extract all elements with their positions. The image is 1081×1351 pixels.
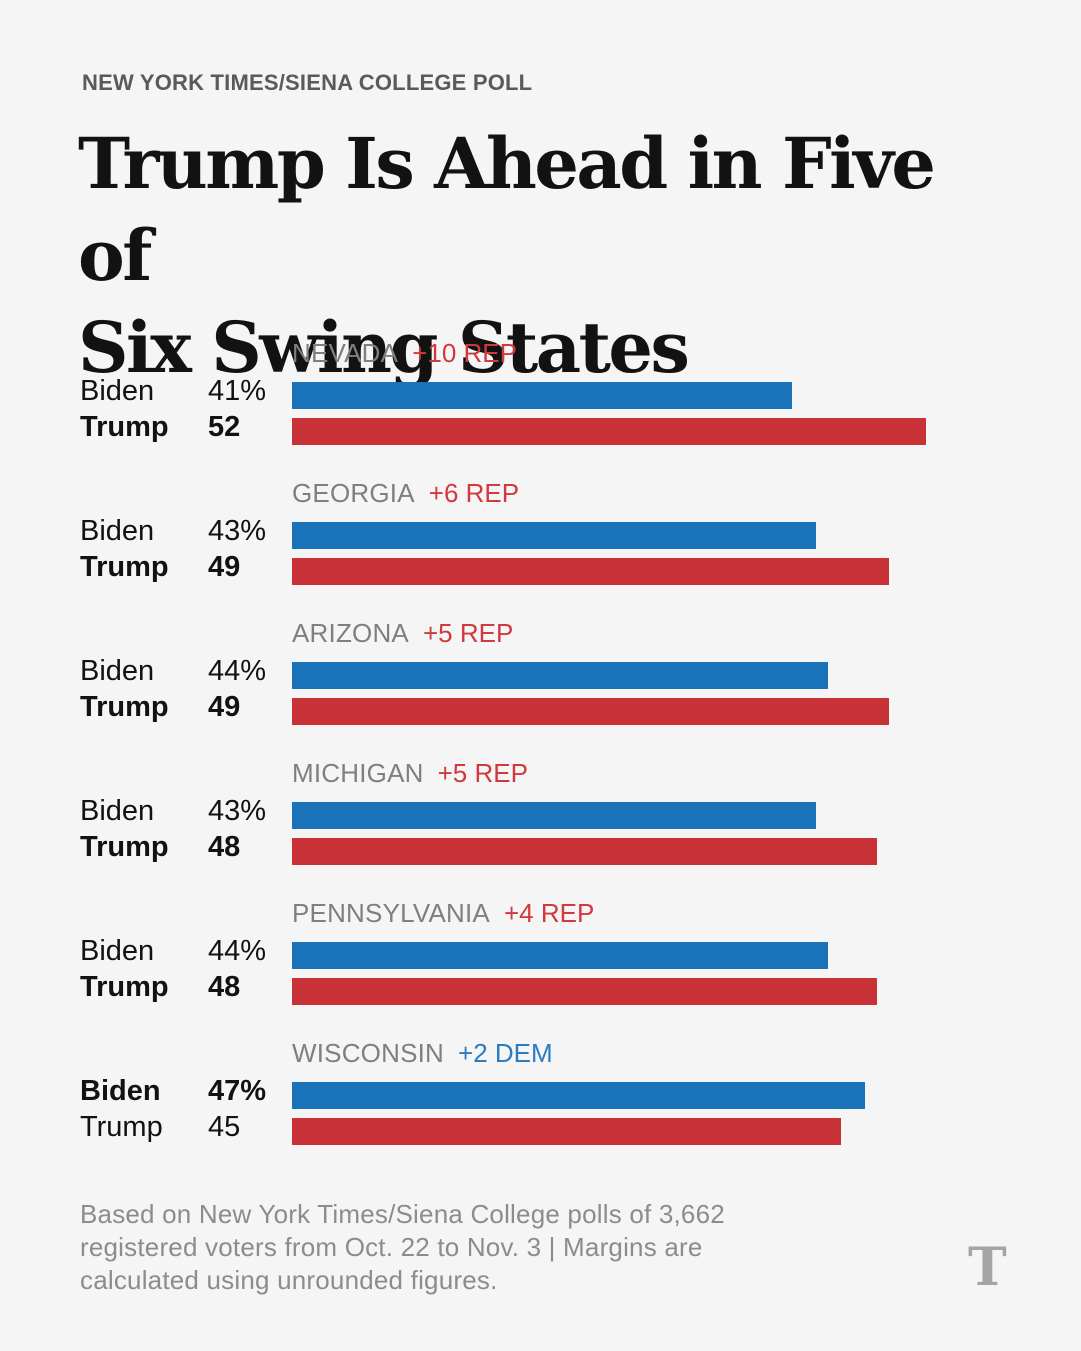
kicker: NEW YORK TIMES/SIENA COLLEGE POLL xyxy=(82,70,533,95)
state-header: NEVADA +10 REP xyxy=(292,338,517,369)
candidate-label: Biden xyxy=(80,795,155,827)
state-group: GEORGIA +6 REP Biden 43% Trump 49 xyxy=(0,470,1081,610)
data-label: 43% xyxy=(208,795,267,827)
data-label: 43% xyxy=(208,515,267,547)
state-name: WISCONSIN xyxy=(292,1038,445,1068)
state-name: ARIZONA xyxy=(292,618,409,648)
state-group: MICHIGAN +5 REP Biden 43% Trump 48 xyxy=(0,750,1081,890)
candidate-label: Trump xyxy=(80,1111,163,1143)
trump-bar xyxy=(292,838,877,865)
state-name: GEORGIA xyxy=(292,478,415,508)
state-name: NEVADA xyxy=(292,338,399,368)
margin-label: +6 REP xyxy=(428,478,520,508)
data-label: 48 xyxy=(208,971,241,1003)
page-title: Trump Is Ahead in Five of Six Swing Stat… xyxy=(78,118,1018,394)
biden-bar xyxy=(292,802,816,829)
candidate-label: Trump xyxy=(80,551,169,583)
title-line-2: Six Swing States xyxy=(78,306,690,389)
candidate-label: Trump xyxy=(80,691,169,723)
title-line-1: Trump Is Ahead in Five of xyxy=(78,122,936,297)
state-group: ARIZONA +5 REP Biden 44% Trump 49 xyxy=(0,610,1081,750)
state-header: WISCONSIN +2 DEM xyxy=(292,1038,553,1069)
candidate-label: Trump xyxy=(80,971,169,1003)
biden-bar xyxy=(292,382,792,409)
data-label: 44% xyxy=(208,935,267,967)
state-name: MICHIGAN xyxy=(292,758,424,788)
data-label: 45 xyxy=(208,1111,241,1143)
data-label: 41% xyxy=(208,375,267,407)
trump-bar xyxy=(292,978,877,1005)
source-note-line: calculated using unrounded figures. xyxy=(80,1265,498,1295)
state-group: WISCONSIN +2 DEM Biden 47% Trump 45 xyxy=(0,1030,1081,1170)
biden-bar xyxy=(292,942,828,969)
state-name: PENNSYLVANIA xyxy=(292,898,490,928)
data-label: 48 xyxy=(208,831,241,863)
margin-label: +4 REP xyxy=(503,898,595,928)
nyt-t-logo-icon: T xyxy=(968,1237,1007,1298)
candidate-label: Trump xyxy=(80,411,169,443)
margin-label: +2 DEM xyxy=(458,1038,553,1068)
candidate-label: Biden xyxy=(80,655,155,687)
biden-bar xyxy=(292,1082,865,1109)
source-note: Based on New York Times/Siena College po… xyxy=(80,1198,880,1297)
trump-bar xyxy=(292,558,889,585)
source-note-line: registered voters from Oct. 22 to Nov. 3… xyxy=(80,1232,703,1262)
margin-label: +10 REP xyxy=(412,338,517,368)
biden-bar xyxy=(292,662,828,689)
candidate-label: Biden xyxy=(80,375,155,407)
state-header: MICHIGAN +5 REP xyxy=(292,758,528,789)
candidate-label: Trump xyxy=(80,831,169,863)
data-label: 44% xyxy=(208,655,267,687)
margin-label: +5 REP xyxy=(437,758,528,788)
data-label: 47% xyxy=(208,1075,267,1107)
candidate-label: Biden xyxy=(80,515,155,547)
chart: NEVADA +10 REP Biden 41% Trump 52 GEORGIA +6 RE… xyxy=(0,330,1081,1160)
data-label: 49 xyxy=(208,691,241,723)
margin-label: +5 REP xyxy=(422,618,514,648)
data-label: 49 xyxy=(208,551,241,583)
state-group: NEVADA +10 REP Biden 41% Trump 52 xyxy=(0,330,1081,470)
source-note-line: Based on New York Times/Siena College po… xyxy=(80,1199,725,1229)
candidate-label: Biden xyxy=(80,935,155,967)
state-group: PENNSYLVANIA +4 REP Biden 44% Trump 48 xyxy=(0,890,1081,1030)
biden-bar xyxy=(292,522,816,549)
state-header: GEORGIA +6 REP xyxy=(292,478,519,509)
trump-bar xyxy=(292,698,889,725)
state-header: ARIZONA +5 REP xyxy=(292,618,513,649)
state-header: PENNSYLVANIA +4 REP xyxy=(292,898,594,929)
trump-bar xyxy=(292,1118,841,1145)
candidate-label: Biden xyxy=(80,1075,161,1107)
trump-bar xyxy=(292,418,926,445)
data-label: 52 xyxy=(208,411,241,443)
